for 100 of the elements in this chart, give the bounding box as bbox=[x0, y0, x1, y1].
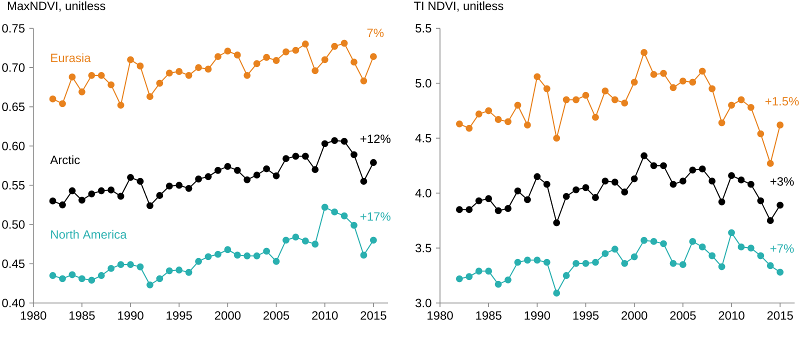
point bbox=[263, 165, 270, 172]
point bbox=[475, 110, 482, 118]
point bbox=[630, 175, 638, 182]
point bbox=[127, 261, 134, 268]
x-tick-label: 2010 bbox=[312, 311, 338, 320]
point bbox=[108, 186, 115, 194]
point bbox=[504, 118, 512, 126]
point bbox=[698, 243, 706, 250]
point bbox=[244, 252, 251, 260]
y-tick-label: 0.45 bbox=[2, 259, 25, 268]
point bbox=[494, 116, 502, 123]
annotation: +3% bbox=[770, 177, 794, 186]
point bbox=[514, 102, 522, 109]
point bbox=[234, 252, 241, 259]
point bbox=[738, 243, 745, 250]
point bbox=[757, 197, 764, 204]
point bbox=[553, 290, 560, 297]
point bbox=[611, 178, 618, 186]
point bbox=[562, 96, 570, 104]
point bbox=[156, 80, 164, 87]
point bbox=[466, 206, 473, 214]
x-tick-label: 1980 bbox=[428, 311, 453, 320]
point bbox=[370, 236, 377, 244]
point bbox=[360, 77, 368, 84]
point bbox=[146, 281, 154, 288]
point bbox=[108, 81, 115, 88]
point bbox=[621, 260, 628, 267]
point bbox=[302, 40, 309, 48]
point bbox=[98, 187, 105, 194]
text: Arctic bbox=[50, 155, 80, 164]
point bbox=[292, 152, 300, 160]
point bbox=[689, 78, 696, 86]
point bbox=[718, 119, 726, 126]
point bbox=[136, 263, 144, 270]
point bbox=[117, 192, 124, 200]
point bbox=[59, 275, 66, 282]
point bbox=[272, 258, 280, 265]
y-axis-title: TI NDVI, unitless bbox=[414, 1, 504, 12]
point bbox=[757, 252, 764, 260]
point bbox=[68, 271, 76, 278]
point bbox=[553, 134, 560, 142]
point bbox=[136, 62, 144, 70]
point bbox=[272, 57, 280, 64]
point bbox=[263, 248, 270, 255]
point bbox=[360, 178, 368, 185]
point bbox=[611, 96, 618, 104]
point bbox=[572, 186, 580, 194]
point bbox=[776, 268, 784, 276]
point bbox=[679, 178, 686, 185]
annotation: +7% bbox=[770, 244, 794, 253]
point bbox=[117, 261, 124, 268]
point bbox=[504, 276, 512, 284]
point bbox=[146, 202, 154, 210]
point bbox=[514, 258, 522, 266]
point bbox=[708, 178, 716, 185]
y-tick-label: 3.5 bbox=[416, 244, 432, 252]
point bbox=[360, 252, 368, 259]
point bbox=[776, 122, 784, 128]
point bbox=[78, 196, 86, 204]
point bbox=[543, 180, 550, 188]
point bbox=[214, 53, 222, 60]
y-tick-label: 0.50 bbox=[2, 220, 25, 229]
point bbox=[185, 268, 192, 276]
point bbox=[485, 268, 492, 275]
point bbox=[272, 172, 280, 180]
y-tick-label: 4.0 bbox=[415, 188, 432, 198]
point bbox=[592, 114, 599, 121]
point bbox=[553, 219, 560, 226]
point bbox=[176, 266, 183, 274]
point bbox=[331, 137, 338, 144]
point bbox=[466, 273, 473, 280]
point bbox=[708, 85, 716, 92]
point bbox=[679, 78, 686, 85]
point bbox=[302, 152, 309, 160]
point bbox=[582, 92, 590, 99]
point bbox=[640, 236, 648, 244]
point bbox=[224, 162, 232, 170]
point bbox=[747, 104, 754, 111]
point bbox=[670, 260, 677, 267]
point bbox=[244, 72, 251, 79]
point bbox=[136, 178, 144, 185]
point bbox=[166, 70, 173, 77]
point bbox=[321, 56, 328, 64]
point bbox=[224, 48, 232, 55]
x-tick-label: 1990 bbox=[118, 311, 144, 320]
y-tick-label: 0.70 bbox=[2, 63, 25, 72]
point bbox=[117, 102, 124, 109]
point bbox=[350, 222, 358, 229]
point bbox=[370, 53, 377, 60]
point bbox=[602, 178, 609, 185]
y-tick-label: 5.0 bbox=[416, 79, 432, 88]
point bbox=[562, 192, 570, 200]
point bbox=[747, 244, 754, 252]
point bbox=[456, 120, 463, 128]
x-tick-label: 2005 bbox=[670, 311, 696, 320]
point bbox=[582, 184, 590, 192]
point bbox=[234, 52, 241, 58]
point bbox=[195, 176, 202, 182]
point bbox=[292, 234, 300, 241]
point bbox=[156, 275, 164, 282]
